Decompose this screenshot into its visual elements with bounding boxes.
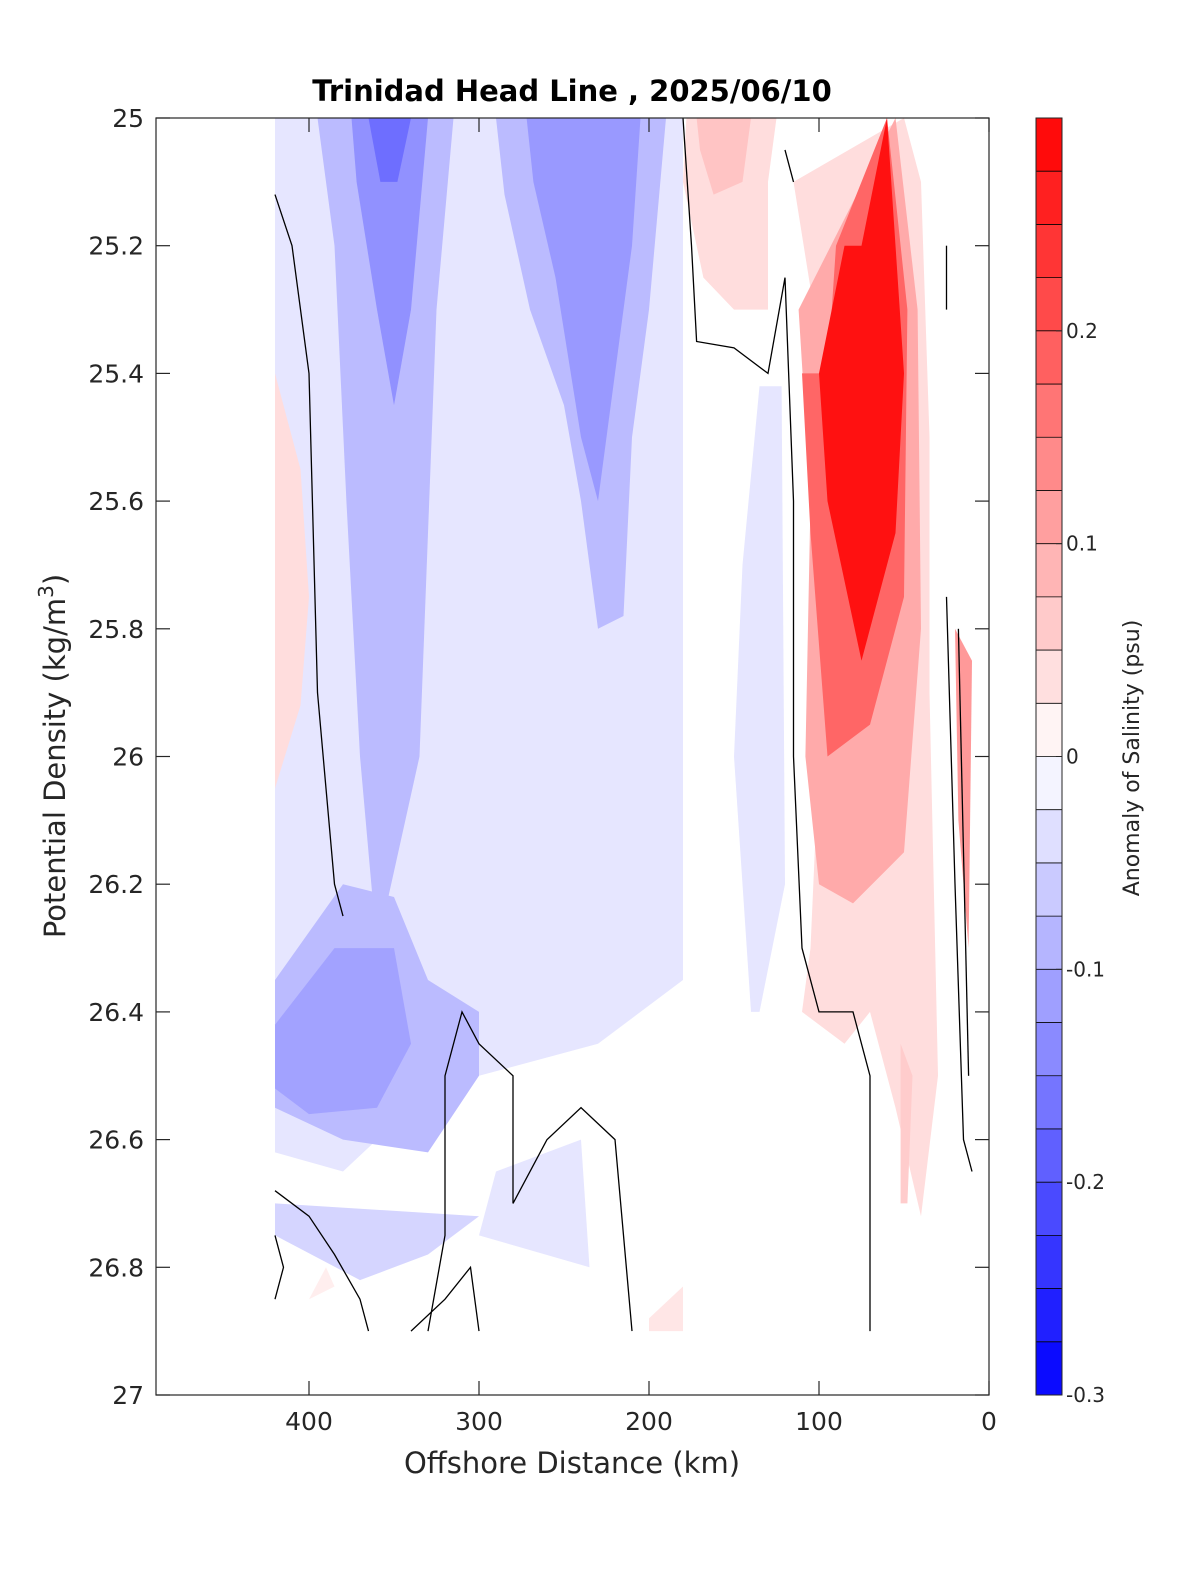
x-tick-label: 0 xyxy=(981,1407,997,1436)
colorbar-level xyxy=(1036,1022,1062,1077)
zero-contour-layer xyxy=(274,118,973,1332)
axis-ticks: 400 300 200 100 0 25 25.2 25.4 25.6 25.8 26 26.2 26.… xyxy=(88,104,997,1436)
colorbar-level xyxy=(1036,756,1062,811)
y-tick-label: 25.8 xyxy=(88,615,144,644)
x-tick-label: 400 xyxy=(285,1407,333,1436)
region-red-stripe xyxy=(900,1043,913,1204)
zero-contour-line xyxy=(784,149,795,183)
region-red-bottom-left xyxy=(309,1267,335,1300)
region-red-upper-core xyxy=(696,118,751,195)
x-tick-label: 300 xyxy=(455,1407,503,1436)
x-axis-label: Offshore Distance (km) xyxy=(404,1446,740,1480)
y-axis-label-close: ) xyxy=(38,574,72,585)
colorbar-level xyxy=(1036,596,1062,651)
colorbar-level xyxy=(1036,969,1062,1024)
colorbar-tick-label: 0.2 xyxy=(1066,319,1098,343)
colorbar-level xyxy=(1036,916,1062,970)
zero-contour-line xyxy=(957,628,970,1076)
zero-contour-line xyxy=(682,118,871,1332)
colorbar-tick-label: -0.1 xyxy=(1066,957,1105,981)
plot-area: 400 300 200 100 0 25 25.2 25.4 25.6 25.8 26 26.2 26.… xyxy=(88,104,997,1436)
y-tick-label: 25.2 xyxy=(88,232,144,261)
colorbar-level xyxy=(1036,1075,1062,1130)
region-deep-blue-mid xyxy=(479,1139,590,1268)
region-blob-lower-left-core xyxy=(275,948,411,1115)
colorbar-level xyxy=(1036,862,1062,917)
colorbar-level xyxy=(1036,543,1062,598)
zero-contour-line xyxy=(274,1235,285,1300)
colorbar-level xyxy=(1036,277,1062,332)
y-tick-label: 25 xyxy=(112,104,144,133)
colorbar: 0.2 0.1 0 -0.1 -0.2 -0.3 xyxy=(1035,117,1105,1407)
colorbar-level xyxy=(1036,171,1062,225)
colorbar-level xyxy=(1036,224,1062,279)
y-tick-label: 26.2 xyxy=(88,870,144,899)
y-tick-label: 25.4 xyxy=(88,359,144,388)
y-tick-label: 26.4 xyxy=(88,998,144,1027)
colorbar-level xyxy=(1036,809,1062,864)
region-red-edge xyxy=(955,628,972,949)
region-deep-blue-left xyxy=(275,1203,479,1281)
colorbar-tick-label: -0.2 xyxy=(1066,1170,1105,1194)
colorbar-level xyxy=(1036,490,1062,545)
colorbar-tick-label: 0.1 xyxy=(1066,532,1098,556)
region-red-left xyxy=(275,373,309,789)
region-red-main-peak xyxy=(819,118,904,661)
y-tick-label: 26.8 xyxy=(88,1253,144,1282)
colorbar-level xyxy=(1036,1182,1062,1236)
y-tick-label: 27 xyxy=(112,1381,144,1410)
x-tick-label: 100 xyxy=(795,1407,843,1436)
zero-contour-line xyxy=(274,1190,370,1332)
y-axis-label-superscript: 3 xyxy=(34,585,58,598)
chart-title: Trinidad Head Line , 2025/06/10 xyxy=(312,74,832,108)
zero-contour-line xyxy=(945,596,973,1172)
colorbar-level xyxy=(1036,384,1062,438)
region-near-blue xyxy=(734,386,785,1012)
colorbar-label: Anomaly of Salinity (psu) xyxy=(1120,620,1145,897)
colorbar-level xyxy=(1036,118,1062,172)
region-red-bottom xyxy=(649,1286,683,1332)
y-tick-label: 26 xyxy=(112,743,144,772)
colorbar-level xyxy=(1036,1235,1062,1290)
region-band-left-core xyxy=(351,118,428,406)
zero-contour-line xyxy=(427,1010,633,1332)
region-band-mid-core xyxy=(526,118,641,502)
colorbar-level xyxy=(1036,650,1062,704)
zero-contour-line xyxy=(274,194,344,917)
colorbar-level xyxy=(1036,703,1062,757)
contour-fill-layer xyxy=(275,118,972,1332)
colorbar-tick-label: 0 xyxy=(1066,745,1079,769)
y-axis-label: Potential Density (kg/m3) xyxy=(34,574,72,938)
colorbar-level xyxy=(1036,1341,1062,1396)
x-tick-label: 200 xyxy=(625,1407,673,1436)
colorbar-tick-label: -0.3 xyxy=(1066,1383,1105,1407)
region-band-left-peak xyxy=(368,118,411,182)
y-tick-label: 25.6 xyxy=(88,487,144,516)
region-band-left xyxy=(317,118,454,949)
colorbar-level xyxy=(1036,437,1062,491)
colorbar-level xyxy=(1036,330,1062,385)
zero-contour-line xyxy=(410,1265,480,1332)
y-axis-label-main: Potential Density (kg/m xyxy=(38,598,72,938)
y-tick-label: 26.6 xyxy=(88,1126,144,1155)
colorbar-level xyxy=(1036,1128,1062,1183)
colorbar-level xyxy=(1036,1288,1062,1343)
